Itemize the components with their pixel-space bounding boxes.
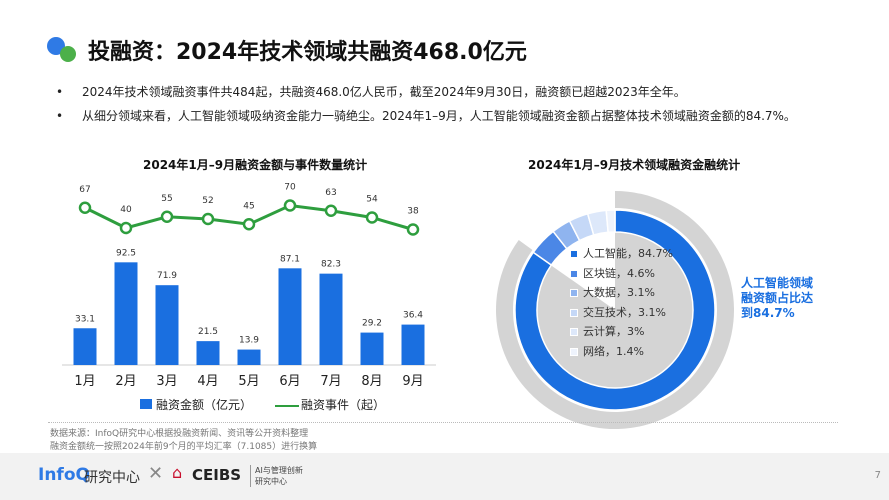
x-tick-label: 6月	[279, 374, 300, 389]
line-label: 52	[202, 196, 213, 206]
bullet-item: 2024年技术领域融资事件共484起，共融资468.0亿人民币，截至2024年9…	[56, 80, 796, 104]
bar	[319, 273, 343, 365]
pie-legend-item: 人工智能，84.7%	[570, 244, 673, 264]
bar-label: 87.1	[280, 254, 300, 264]
bar	[73, 328, 97, 365]
donut-inner-wedge	[551, 232, 615, 310]
line-point	[365, 211, 379, 224]
line-point	[242, 218, 256, 231]
bar-chart-title: 2024年1月–9月融资金额与事件数量统计	[143, 158, 368, 172]
source-line: 融资金额统一按照2024年前9个月的平均汇率（7.1085）进行换算	[50, 442, 318, 452]
bar	[196, 341, 220, 365]
pie-legend-item: 网络，1.4%	[570, 342, 673, 362]
legend-swatch	[570, 328, 578, 336]
pie-legend-item: 大数据，3.1%	[570, 283, 673, 303]
ceibs-emblem-icon: ⌂	[172, 463, 183, 482]
legend-swatch	[570, 347, 578, 356]
ceibs-sub-line: 研究中心	[255, 477, 287, 486]
line-point	[78, 201, 92, 214]
line-label: 38	[407, 207, 419, 217]
pie-legend: 人工智能，84.7% 区块链，4.6% 大数据，3.1% 交互技术，3.1% 云计算，3…	[570, 244, 673, 361]
line-point	[283, 199, 297, 212]
legend-line-swatch	[275, 400, 299, 411]
x-tick-label: 7月	[320, 374, 341, 389]
pie-legend-item: 交互技术，3.1%	[570, 303, 673, 323]
legend-swatch	[570, 269, 578, 278]
source-line: 数据来源：InfoQ研究中心根据投融资新闻、资讯等公开资料整理	[50, 429, 309, 439]
pie-legend-item: 云计算，3%	[570, 322, 673, 342]
bar-label: 13.9	[239, 336, 259, 346]
donut-slice	[605, 209, 616, 234]
page-number: 7	[874, 470, 881, 481]
line-label: 63	[325, 188, 336, 198]
line-point	[160, 210, 174, 223]
pie-legend-item: 区块链，4.6%	[570, 264, 673, 284]
infoq-logo: InfoQ	[38, 465, 90, 485]
bar-label: 33.1	[75, 314, 95, 324]
bar	[237, 349, 261, 365]
bar-label: 21.5	[198, 327, 218, 337]
bar-label: 82.3	[321, 260, 341, 270]
legend-label: 网络，1.4%	[583, 344, 644, 358]
legend-bar-label: 融资金额（亿元）	[156, 398, 253, 412]
legend-label: 人工智能，84.7%	[583, 247, 673, 260]
legend-swatch	[570, 308, 578, 317]
line-point	[201, 212, 215, 226]
x-tick-label: 9月	[402, 374, 423, 389]
callout-line: 融资额占比达	[741, 291, 814, 305]
line-label: 54	[366, 195, 378, 205]
line-point	[324, 204, 338, 217]
legend-label: 区块链，4.6%	[583, 266, 655, 280]
bar	[401, 324, 425, 365]
pie-chart-title: 2024年1月–9月技术领域融资金融统计	[528, 158, 741, 172]
legend-swatch	[570, 289, 578, 297]
legend-line: 融资事件（起）	[275, 396, 385, 413]
infoq-logo-cn: 研究中心	[84, 470, 140, 486]
legend-line-label: 融资事件（起）	[301, 398, 386, 412]
legend-label: 云计算，3%	[583, 325, 645, 338]
ceibs-sub: AI与管理创新 研究中心	[250, 465, 303, 487]
bar-label: 71.9	[157, 271, 177, 281]
x-tick-label: 3月	[156, 374, 177, 389]
page-title: 投融资：2024年技术领域共融资468.0亿元	[88, 40, 527, 65]
callout-line: 到84.7%	[741, 306, 795, 320]
source-note: 数据来源：InfoQ研究中心根据投融资新闻、资讯等公开资料整理 融资金额统一按照…	[50, 428, 317, 454]
bar-label: 36.4	[403, 311, 423, 321]
bar	[278, 268, 302, 365]
footer: InfoQ 研究中心 ✕ ⌂ CEIBS AI与管理创新 研究中心	[0, 453, 889, 500]
line-label: 45	[243, 201, 254, 211]
ceibs-sub-line: AI与管理创新	[255, 466, 303, 475]
times-icon: ✕	[148, 463, 164, 484]
bar-label: 92.5	[116, 248, 136, 258]
x-tick-label: 5月	[238, 374, 259, 389]
line-label: 55	[161, 194, 172, 204]
bar-label: 29.2	[362, 319, 382, 329]
bar	[360, 332, 384, 365]
legend-swatch	[570, 250, 578, 258]
divider	[48, 422, 838, 423]
legend-bar-swatch	[140, 399, 152, 409]
logo-dots-icon	[47, 37, 76, 62]
ceibs-logo: CEIBS	[192, 466, 242, 484]
line-label: 67	[79, 185, 90, 195]
bullet-list: 2024年技术领域融资事件共484起，共融资468.0亿人民币，截至2024年9…	[56, 80, 796, 128]
line-point	[406, 223, 420, 236]
line-label: 70	[284, 183, 296, 193]
legend-bar: 融资金额（亿元）	[140, 396, 252, 413]
donut-slice	[514, 209, 716, 411]
legend-label: 大数据，3.1%	[583, 286, 655, 299]
callout-text: 人工智能领域 融资额占比达 到84.7%	[741, 276, 831, 321]
bar	[155, 285, 179, 365]
legend-label: 交互技术，3.1%	[583, 305, 666, 319]
line-label: 40	[120, 205, 132, 215]
callout-line: 人工智能领域	[741, 276, 814, 290]
x-tick-label: 2月	[115, 374, 136, 389]
x-tick-label: 4月	[197, 374, 218, 389]
x-tick-label: 8月	[361, 374, 382, 389]
line-point	[119, 221, 133, 235]
x-tick-label: 1月	[74, 374, 95, 389]
bullet-item: 从细分领域来看，人工智能领域吸纳资金能力一骑绝尘。2024年1–9月，人工智能领…	[56, 104, 796, 128]
bar	[114, 262, 138, 365]
